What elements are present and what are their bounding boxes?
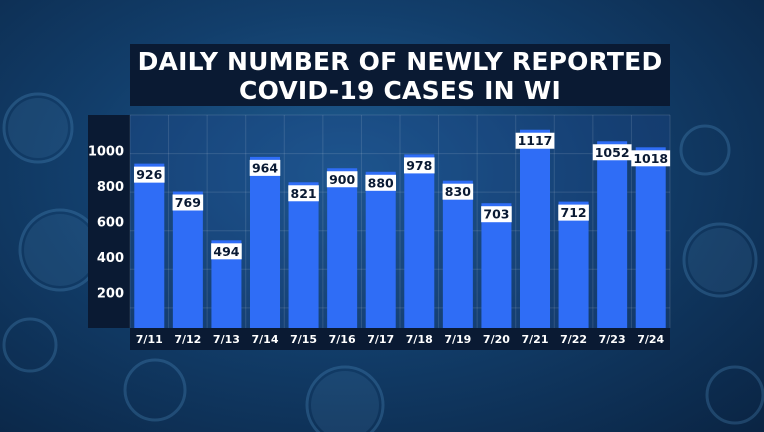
bar	[250, 156, 280, 328]
x-tick-label: 7/13	[213, 333, 240, 346]
x-tick-label: 7/18	[406, 333, 433, 346]
value-label: 964	[252, 160, 278, 175]
y-tick-label: 1000	[88, 145, 124, 160]
x-tick-label: 7/23	[599, 333, 626, 346]
value-label: 1117	[518, 133, 553, 148]
bar	[481, 203, 512, 328]
x-tick-label: 7/22	[560, 333, 587, 346]
y-tick-label: 800	[97, 180, 124, 195]
value-label-bg	[326, 171, 358, 188]
value-label-bg	[249, 159, 281, 176]
value-label: 821	[291, 186, 317, 201]
x-tick-label: 7/11	[136, 333, 163, 346]
value-label: 703	[483, 207, 509, 222]
value-label: 1052	[595, 145, 630, 160]
value-label: 494	[213, 244, 239, 259]
value-label-bg	[288, 185, 319, 202]
bar	[558, 201, 589, 328]
grid-lines	[129, 114, 671, 328]
x-axis-panel	[130, 328, 670, 350]
value-label-bg	[172, 194, 204, 211]
value-label: 880	[368, 175, 394, 190]
value-label: 830	[445, 184, 471, 199]
value-label-bg	[592, 144, 632, 161]
bar	[365, 171, 396, 328]
value-label-bg	[515, 132, 555, 149]
y-tick-label: 600	[97, 216, 124, 231]
x-tick-label: 7/16	[329, 333, 356, 346]
bar	[442, 180, 473, 328]
y-tick-label: 200	[97, 287, 124, 302]
value-labels: 926 769 494 964 821 900 880 978 830 703 1117 712 105…	[133, 132, 671, 260]
chart-title-line-1: DAILY NUMBER OF NEWLY REPORTED	[137, 47, 663, 76]
x-tick-label: 7/21	[522, 333, 549, 346]
value-label-bg	[133, 166, 165, 183]
bar	[327, 168, 358, 328]
bars	[134, 129, 666, 328]
y-axis-panel	[88, 115, 130, 328]
x-axis-ticks: 7/11 7/12 7/13 7/14 7/15 7/16 7/17 7/18 7/19 7/20…	[136, 333, 665, 346]
bar	[172, 191, 203, 328]
x-tick-label: 7/17	[367, 333, 394, 346]
bar	[635, 147, 666, 328]
value-label: 712	[561, 205, 587, 220]
x-tick-label: 7/14	[252, 333, 279, 346]
value-label-bg	[403, 157, 435, 174]
value-label: 900	[329, 172, 355, 187]
chart-title: DAILY NUMBER OF NEWLY REPORTED COVID-19 …	[130, 44, 670, 106]
value-label: 769	[175, 195, 201, 210]
bar	[597, 141, 628, 328]
value-label-bg	[558, 204, 589, 221]
x-tick-label: 7/12	[174, 333, 201, 346]
y-tick-label: 400	[97, 251, 124, 266]
bar	[404, 154, 435, 328]
value-label-bg	[211, 243, 242, 260]
bar	[288, 182, 319, 328]
x-tick-label: 7/15	[290, 333, 317, 346]
chart-title-line-2: COVID-19 CASES IN WI	[239, 76, 561, 105]
bar	[520, 129, 550, 328]
value-label-bg	[631, 150, 671, 167]
value-label: 926	[136, 167, 162, 182]
value-label-bg	[442, 183, 474, 200]
value-label: 978	[406, 158, 432, 173]
value-label-bg	[365, 174, 397, 191]
x-tick-label: 7/19	[444, 333, 471, 346]
value-label-bg	[481, 206, 512, 223]
bar	[134, 163, 165, 328]
value-label: 1018	[633, 151, 668, 166]
x-tick-label: 7/20	[483, 333, 510, 346]
y-axis-ticks: 200 400 600 800 1000	[88, 145, 124, 302]
x-tick-label: 7/24	[637, 333, 664, 346]
